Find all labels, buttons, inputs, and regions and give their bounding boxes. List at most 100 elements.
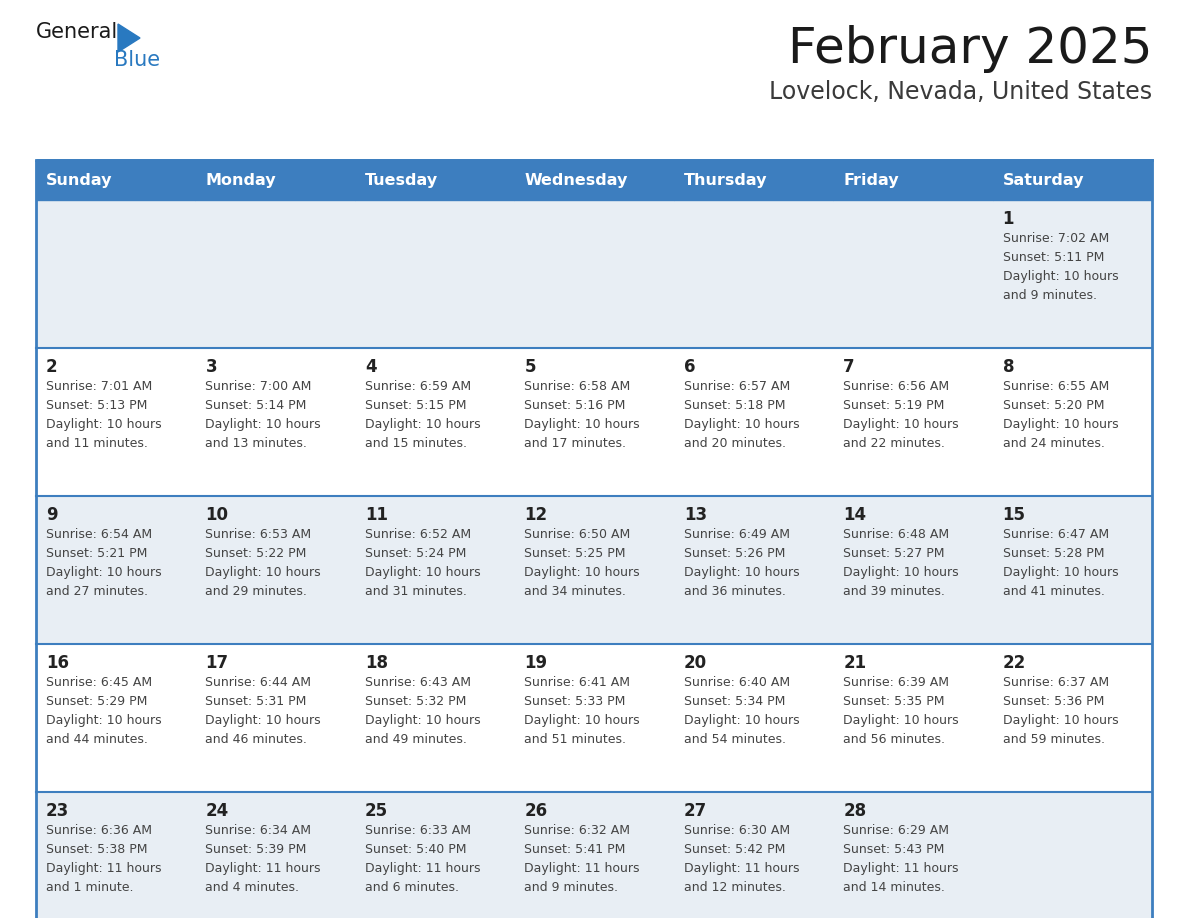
Text: and 41 minutes.: and 41 minutes. [1003, 585, 1105, 598]
Text: Daylight: 11 hours: Daylight: 11 hours [206, 862, 321, 875]
Text: Sunset: 5:16 PM: Sunset: 5:16 PM [524, 399, 626, 412]
Bar [36, 644, 1152, 792]
Text: Blue: Blue [114, 50, 160, 70]
Text: Sunrise: 6:30 AM: Sunrise: 6:30 AM [684, 824, 790, 837]
Text: 21: 21 [843, 654, 866, 672]
Text: and 4 minutes.: and 4 minutes. [206, 881, 299, 894]
Text: Daylight: 10 hours: Daylight: 10 hours [843, 714, 959, 727]
Text: Daylight: 10 hours: Daylight: 10 hours [46, 714, 162, 727]
Text: Sunrise: 6:52 AM: Sunrise: 6:52 AM [365, 528, 470, 541]
Text: Sunrise: 6:41 AM: Sunrise: 6:41 AM [524, 676, 631, 689]
Text: Daylight: 11 hours: Daylight: 11 hours [524, 862, 640, 875]
Text: and 20 minutes.: and 20 minutes. [684, 437, 785, 450]
Text: 7: 7 [843, 358, 855, 376]
Text: Wednesday: Wednesday [524, 173, 627, 187]
Text: 9: 9 [46, 506, 58, 524]
Text: Sunrise: 6:32 AM: Sunrise: 6:32 AM [524, 824, 631, 837]
Text: and 59 minutes.: and 59 minutes. [1003, 733, 1105, 746]
Text: Daylight: 10 hours: Daylight: 10 hours [684, 714, 800, 727]
Text: Sunset: 5:18 PM: Sunset: 5:18 PM [684, 399, 785, 412]
Polygon shape [118, 24, 140, 52]
Text: and 14 minutes.: and 14 minutes. [843, 881, 944, 894]
Text: Sunset: 5:15 PM: Sunset: 5:15 PM [365, 399, 467, 412]
Text: 22: 22 [1003, 654, 1025, 672]
Text: and 1 minute.: and 1 minute. [46, 881, 133, 894]
Text: Sunset: 5:27 PM: Sunset: 5:27 PM [843, 547, 944, 560]
Text: Sunrise: 6:59 AM: Sunrise: 6:59 AM [365, 380, 470, 393]
Text: and 54 minutes.: and 54 minutes. [684, 733, 785, 746]
Text: and 6 minutes.: and 6 minutes. [365, 881, 459, 894]
Text: 27: 27 [684, 802, 707, 820]
Text: and 11 minutes.: and 11 minutes. [46, 437, 147, 450]
Text: Daylight: 10 hours: Daylight: 10 hours [206, 418, 321, 431]
Text: Daylight: 10 hours: Daylight: 10 hours [206, 566, 321, 579]
Text: 26: 26 [524, 802, 548, 820]
Text: Sunrise: 6:56 AM: Sunrise: 6:56 AM [843, 380, 949, 393]
Text: Daylight: 11 hours: Daylight: 11 hours [365, 862, 480, 875]
Text: 25: 25 [365, 802, 388, 820]
Text: 12: 12 [524, 506, 548, 524]
Text: 6: 6 [684, 358, 695, 376]
Text: Daylight: 10 hours: Daylight: 10 hours [1003, 418, 1118, 431]
Text: Sunset: 5:31 PM: Sunset: 5:31 PM [206, 695, 307, 708]
Text: 8: 8 [1003, 358, 1015, 376]
Text: Sunset: 5:25 PM: Sunset: 5:25 PM [524, 547, 626, 560]
Text: 13: 13 [684, 506, 707, 524]
Bar [36, 160, 196, 200]
Text: Daylight: 10 hours: Daylight: 10 hours [46, 418, 162, 431]
Text: Sunset: 5:14 PM: Sunset: 5:14 PM [206, 399, 307, 412]
Text: Daylight: 11 hours: Daylight: 11 hours [684, 862, 800, 875]
Text: Sunset: 5:19 PM: Sunset: 5:19 PM [843, 399, 944, 412]
Bar [36, 160, 1152, 918]
Bar [992, 160, 1152, 200]
Text: Friday: Friday [843, 173, 899, 187]
Text: 4: 4 [365, 358, 377, 376]
Text: Daylight: 10 hours: Daylight: 10 hours [684, 566, 800, 579]
Text: Sunset: 5:26 PM: Sunset: 5:26 PM [684, 547, 785, 560]
Text: Sunset: 5:38 PM: Sunset: 5:38 PM [46, 843, 147, 856]
Bar [36, 348, 1152, 496]
Text: 28: 28 [843, 802, 866, 820]
Bar [36, 496, 1152, 644]
Text: Sunset: 5:34 PM: Sunset: 5:34 PM [684, 695, 785, 708]
Text: Sunset: 5:40 PM: Sunset: 5:40 PM [365, 843, 467, 856]
Text: Daylight: 10 hours: Daylight: 10 hours [684, 418, 800, 431]
Text: Sunrise: 7:00 AM: Sunrise: 7:00 AM [206, 380, 311, 393]
Bar [833, 160, 992, 200]
Text: Sunrise: 6:49 AM: Sunrise: 6:49 AM [684, 528, 790, 541]
Text: Sunset: 5:43 PM: Sunset: 5:43 PM [843, 843, 944, 856]
Text: 24: 24 [206, 802, 228, 820]
Text: Tuesday: Tuesday [365, 173, 438, 187]
Text: and 56 minutes.: and 56 minutes. [843, 733, 946, 746]
Text: and 22 minutes.: and 22 minutes. [843, 437, 944, 450]
Text: 15: 15 [1003, 506, 1025, 524]
Text: Sunset: 5:42 PM: Sunset: 5:42 PM [684, 843, 785, 856]
Text: Sunrise: 6:34 AM: Sunrise: 6:34 AM [206, 824, 311, 837]
Bar [355, 160, 514, 200]
Text: and 12 minutes.: and 12 minutes. [684, 881, 785, 894]
Text: Sunrise: 6:53 AM: Sunrise: 6:53 AM [206, 528, 311, 541]
Text: Sunset: 5:32 PM: Sunset: 5:32 PM [365, 695, 466, 708]
Text: Daylight: 10 hours: Daylight: 10 hours [1003, 566, 1118, 579]
Text: and 39 minutes.: and 39 minutes. [843, 585, 944, 598]
Text: Sunset: 5:35 PM: Sunset: 5:35 PM [843, 695, 944, 708]
Text: and 17 minutes.: and 17 minutes. [524, 437, 626, 450]
Text: Daylight: 10 hours: Daylight: 10 hours [46, 566, 162, 579]
Text: and 34 minutes.: and 34 minutes. [524, 585, 626, 598]
Text: Sunrise: 6:54 AM: Sunrise: 6:54 AM [46, 528, 152, 541]
Text: Daylight: 10 hours: Daylight: 10 hours [524, 418, 640, 431]
Text: 20: 20 [684, 654, 707, 672]
Text: 11: 11 [365, 506, 387, 524]
Text: and 51 minutes.: and 51 minutes. [524, 733, 626, 746]
Text: and 29 minutes.: and 29 minutes. [206, 585, 308, 598]
Text: Sunset: 5:29 PM: Sunset: 5:29 PM [46, 695, 147, 708]
Text: and 9 minutes.: and 9 minutes. [1003, 289, 1097, 302]
Text: Sunrise: 6:48 AM: Sunrise: 6:48 AM [843, 528, 949, 541]
Text: and 15 minutes.: and 15 minutes. [365, 437, 467, 450]
Text: Daylight: 10 hours: Daylight: 10 hours [365, 714, 480, 727]
Text: Daylight: 10 hours: Daylight: 10 hours [843, 566, 959, 579]
Text: Sunrise: 7:02 AM: Sunrise: 7:02 AM [1003, 232, 1108, 245]
Text: Sunrise: 6:57 AM: Sunrise: 6:57 AM [684, 380, 790, 393]
Text: Sunrise: 6:37 AM: Sunrise: 6:37 AM [1003, 676, 1108, 689]
Text: 1: 1 [1003, 210, 1015, 228]
